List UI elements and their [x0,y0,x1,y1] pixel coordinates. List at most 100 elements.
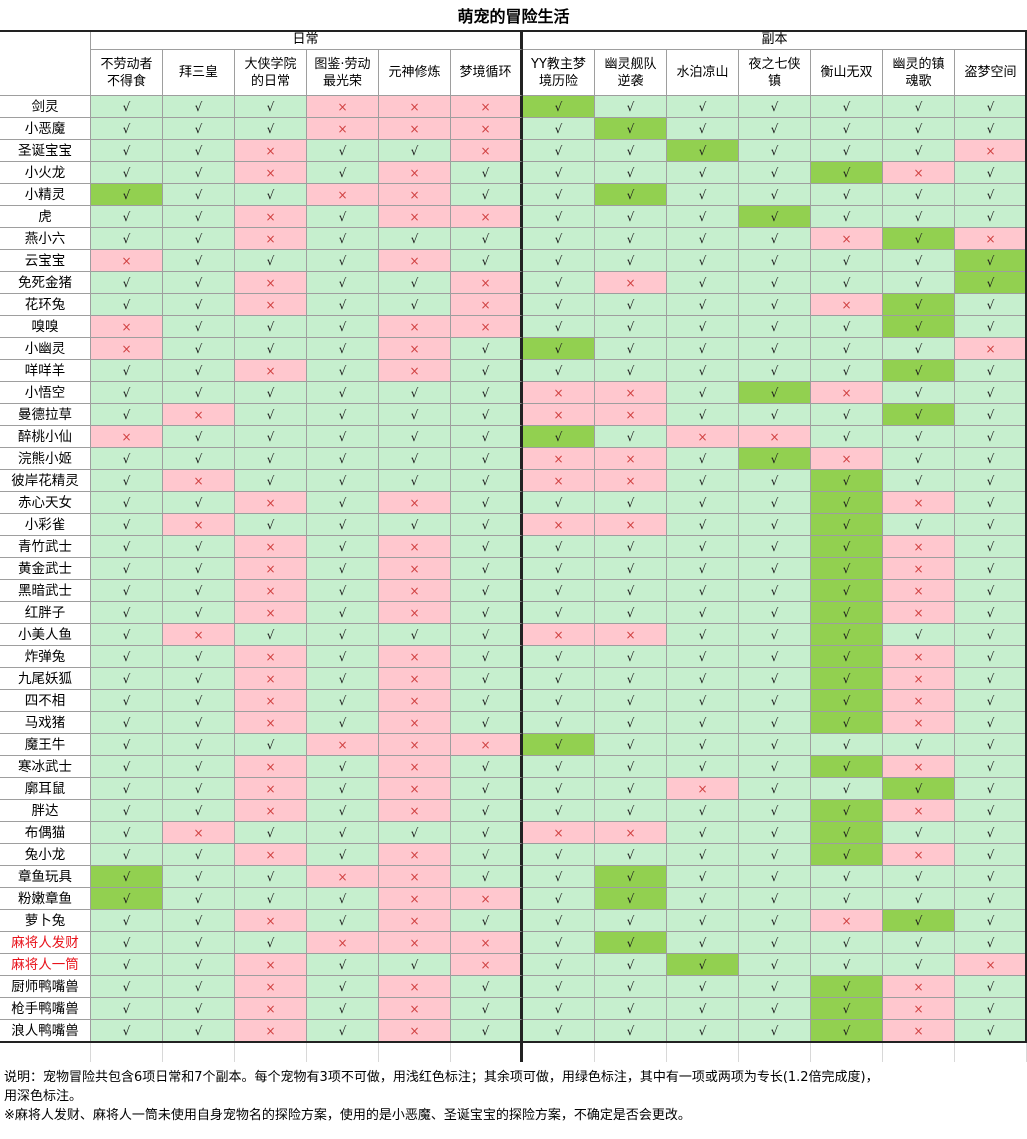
status-cell[interactable]: √ [91,668,163,690]
column-header[interactable]: 不劳动者 不得食 [91,50,163,96]
column-header[interactable]: 衡山无双 [811,50,883,96]
status-cell[interactable]: √ [307,338,379,360]
status-cell[interactable]: √ [595,712,667,734]
status-cell[interactable]: √ [595,954,667,976]
status-cell[interactable]: √ [307,580,379,602]
row-header[interactable]: 黑暗武士 [0,580,91,602]
status-cell[interactable]: √ [91,448,163,470]
status-cell[interactable]: √ [955,712,1027,734]
status-cell[interactable]: × [451,96,523,118]
empty-cell[interactable] [307,1042,379,1062]
empty-cell[interactable] [811,1042,883,1062]
status-cell[interactable]: × [379,250,451,272]
status-cell[interactable]: √ [811,96,883,118]
status-cell[interactable]: √ [451,778,523,800]
status-cell[interactable]: √ [163,96,235,118]
status-cell[interactable]: √ [163,360,235,382]
column-header[interactable]: 图鉴·劳动 最光荣 [307,50,379,96]
status-cell[interactable]: √ [235,382,307,404]
status-cell[interactable]: × [883,580,955,602]
status-cell[interactable]: × [883,162,955,184]
status-cell[interactable]: √ [883,932,955,954]
status-cell[interactable]: √ [667,206,739,228]
status-cell[interactable]: × [451,932,523,954]
status-cell[interactable]: √ [667,624,739,646]
status-cell[interactable]: √ [739,624,811,646]
status-cell[interactable]: √ [811,932,883,954]
status-cell[interactable]: √ [595,778,667,800]
status-cell[interactable]: √ [451,514,523,536]
status-cell[interactable]: √ [739,866,811,888]
status-cell[interactable]: √ [451,250,523,272]
status-cell[interactable]: √ [307,954,379,976]
row-header[interactable]: 麻将人一筒 [0,954,91,976]
status-cell[interactable]: √ [883,228,955,250]
status-cell[interactable]: √ [955,294,1027,316]
status-cell[interactable]: √ [667,976,739,998]
row-header[interactable]: 浣熊小姬 [0,448,91,470]
status-cell[interactable]: × [595,382,667,404]
status-cell[interactable]: √ [595,228,667,250]
status-cell[interactable]: √ [163,448,235,470]
status-cell[interactable]: √ [523,778,595,800]
status-cell[interactable]: × [235,294,307,316]
status-cell[interactable]: √ [739,514,811,536]
status-cell[interactable]: × [883,492,955,514]
status-cell[interactable]: × [235,800,307,822]
status-cell[interactable]: √ [451,844,523,866]
status-cell[interactable]: √ [739,338,811,360]
status-cell[interactable]: √ [523,954,595,976]
status-cell[interactable]: √ [739,844,811,866]
status-cell[interactable]: √ [955,624,1027,646]
status-cell[interactable]: √ [235,470,307,492]
status-cell[interactable]: √ [163,668,235,690]
status-cell[interactable]: × [307,184,379,206]
row-header[interactable]: 枪手鸭嘴兽 [0,998,91,1020]
status-cell[interactable]: √ [91,822,163,844]
status-cell[interactable]: × [235,690,307,712]
status-cell[interactable]: × [235,778,307,800]
empty-cell[interactable] [667,1042,739,1062]
status-cell[interactable]: √ [451,712,523,734]
status-cell[interactable]: √ [91,646,163,668]
row-header[interactable]: 萝卜兔 [0,910,91,932]
status-cell[interactable]: √ [883,206,955,228]
status-cell[interactable]: √ [523,96,595,118]
status-cell[interactable]: √ [811,888,883,910]
empty-cell[interactable] [235,1042,307,1062]
status-cell[interactable]: √ [307,294,379,316]
status-cell[interactable]: √ [739,756,811,778]
status-cell[interactable]: √ [595,96,667,118]
status-cell[interactable]: √ [667,338,739,360]
row-header[interactable]: 虎 [0,206,91,228]
status-cell[interactable]: √ [307,206,379,228]
status-cell[interactable]: × [379,206,451,228]
status-cell[interactable]: √ [523,184,595,206]
row-header[interactable]: 花环兔 [0,294,91,316]
empty-cell[interactable] [955,1042,1027,1062]
status-cell[interactable]: √ [667,866,739,888]
status-cell[interactable]: √ [451,866,523,888]
status-cell[interactable]: × [235,602,307,624]
status-cell[interactable]: √ [739,360,811,382]
status-cell[interactable]: × [379,998,451,1020]
status-cell[interactable]: √ [163,866,235,888]
status-cell[interactable]: √ [595,426,667,448]
status-cell[interactable]: √ [91,536,163,558]
status-cell[interactable]: √ [163,206,235,228]
status-cell[interactable]: × [379,162,451,184]
status-cell[interactable]: √ [91,360,163,382]
status-cell[interactable]: √ [523,206,595,228]
status-cell[interactable]: √ [307,976,379,998]
status-cell[interactable]: × [811,448,883,470]
status-cell[interactable]: √ [883,272,955,294]
status-cell[interactable]: √ [595,1020,667,1042]
status-cell[interactable]: √ [307,910,379,932]
status-cell[interactable]: × [667,426,739,448]
status-cell[interactable]: √ [739,536,811,558]
row-header[interactable]: 圣诞宝宝 [0,140,91,162]
status-cell[interactable]: × [667,778,739,800]
status-cell[interactable]: × [883,602,955,624]
status-cell[interactable]: √ [955,558,1027,580]
status-cell[interactable]: √ [883,866,955,888]
